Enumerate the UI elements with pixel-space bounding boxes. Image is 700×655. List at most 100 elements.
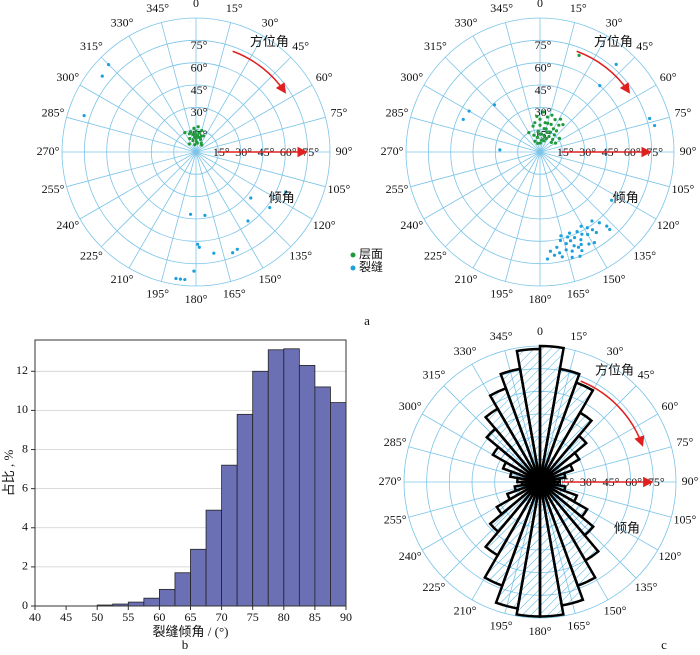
azimuth-tick-label: 270°: [37, 144, 60, 158]
rose-petal: [515, 347, 542, 483]
data-point: [231, 251, 235, 255]
data-point: [193, 132, 197, 136]
grid-spoke: [539, 151, 636, 248]
azimuth-tick-label: 225°: [423, 580, 446, 594]
rose-petal: [539, 433, 589, 483]
data-point: [498, 148, 502, 152]
azimuth-arrow: [232, 50, 287, 94]
x-tick-label: 70: [216, 610, 228, 624]
data-point: [191, 132, 195, 137]
data-point: [197, 245, 201, 249]
azimuth-tick-label: 225°: [80, 248, 103, 262]
data-point: [536, 129, 540, 133]
bar: [174, 572, 191, 607]
data-point: [648, 116, 652, 121]
x-tick-label: 80: [278, 610, 290, 624]
x-tick-label: 45: [60, 610, 72, 624]
data-point: [579, 224, 583, 228]
data-point: [544, 127, 548, 131]
grid-spoke: [100, 56, 197, 153]
data-point: [561, 123, 565, 127]
azimuth-tick-label: 270°: [379, 474, 402, 488]
data-point: [564, 241, 568, 246]
azimuth-tick-label: 60°: [660, 70, 677, 84]
data-point: [284, 190, 288, 194]
azimuth-tick-label: 345°: [490, 329, 513, 343]
azimuth-tick-label: 60°: [316, 70, 333, 84]
azimuth-tick-label: 210°: [454, 604, 477, 618]
data-point: [531, 124, 535, 128]
dip-tick-label: 75°: [191, 38, 208, 52]
data-point: [558, 117, 563, 121]
grid-spoke: [539, 151, 657, 220]
data-point: [560, 255, 564, 259]
data-point: [196, 125, 200, 129]
data-point: [203, 213, 207, 217]
data-point: [609, 198, 614, 202]
azimuth-tick-label: 195°: [146, 287, 169, 301]
azimuth-tick-label: 120°: [313, 218, 336, 232]
data-point: [100, 74, 104, 78]
azimuth-tick-label: 240°: [399, 549, 422, 563]
grid-spoke: [195, 151, 326, 188]
grid-spoke: [504, 22, 541, 153]
dip-tick-label: 60°: [535, 60, 552, 74]
azimuth-tick-label: 255°: [42, 182, 65, 196]
grid-spoke: [444, 56, 541, 153]
bar: [267, 349, 285, 607]
grid-spoke: [539, 56, 636, 153]
azimuth-tick-label: 285°: [386, 105, 409, 119]
data-point: [199, 134, 203, 139]
bar: [190, 548, 207, 607]
azimuth-tick-label: 285°: [42, 105, 65, 119]
data-point: [536, 141, 540, 145]
data-point: [570, 249, 574, 253]
azimuth-tick-label: 75°: [331, 105, 348, 119]
data-point: [558, 238, 563, 243]
data-point: [557, 123, 561, 127]
data-point: [580, 249, 584, 253]
rose-petal: [539, 451, 581, 484]
rose-petal: [483, 481, 542, 557]
grid-spoke: [539, 116, 670, 153]
y-axis-label: 占比 , %: [1, 450, 16, 497]
grid-spoke: [128, 35, 197, 153]
data-point: [566, 235, 570, 239]
azimuth-tick-label: 0: [537, 0, 543, 10]
bar: [330, 402, 347, 607]
azimuth-tick-label: 75°: [675, 105, 692, 119]
bar: [143, 597, 160, 607]
azimuth-tick-label: 345°: [146, 1, 169, 15]
data-point: [585, 226, 589, 230]
data-point: [590, 219, 594, 223]
grid-spoke: [423, 84, 541, 153]
data-point: [246, 219, 250, 223]
data-point: [579, 238, 583, 242]
grid-spoke: [444, 151, 541, 248]
data-point: [461, 117, 465, 122]
azimuth-tick-label: 180°: [185, 292, 208, 306]
data-point: [614, 62, 618, 66]
dip-tick-label: 60°: [191, 60, 208, 74]
data-point: [193, 143, 197, 147]
data-point: [249, 196, 253, 200]
azimuth-tick-label: 105°: [672, 182, 695, 196]
data-point: [555, 245, 559, 249]
data-point: [107, 63, 111, 67]
data-point: [552, 133, 556, 137]
data-point: [540, 138, 544, 142]
data-point: [535, 135, 540, 139]
data-point: [191, 138, 195, 143]
data-point: [550, 113, 554, 117]
data-point: [538, 117, 542, 121]
azimuth-label: 方位角: [594, 34, 633, 49]
data-point: [196, 242, 200, 246]
azimuth-tick-label: 150°: [259, 272, 282, 286]
azimuth-tick-label: 210°: [111, 272, 134, 286]
data-point: [578, 254, 582, 258]
azimuth-tick-label: 105°: [673, 513, 696, 527]
bar: [236, 413, 254, 607]
x-tick-label: 85: [309, 610, 321, 624]
